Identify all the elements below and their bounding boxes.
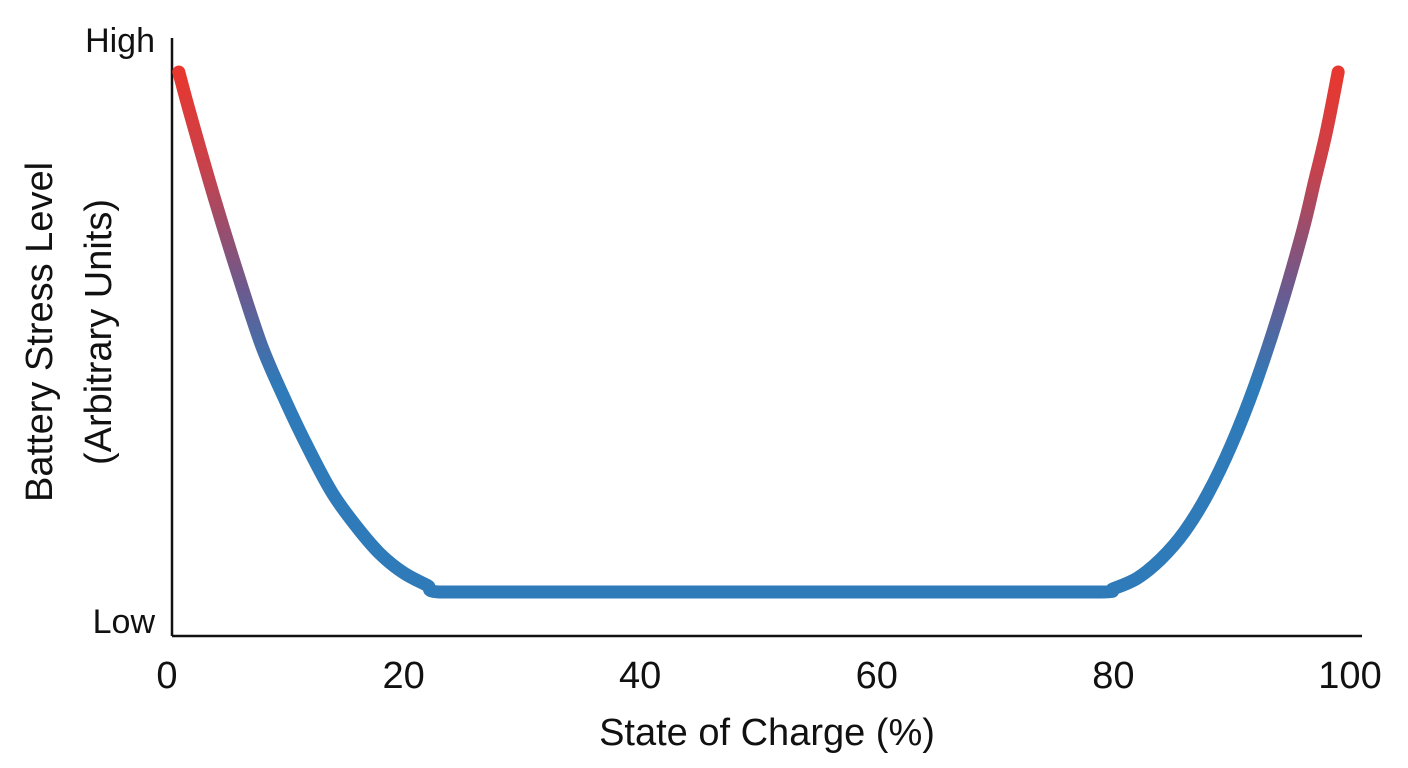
y-level-high-label: High: [85, 22, 155, 60]
stress-curve: [172, 65, 1345, 599]
y-axis-title-line1: Battery Stress Level: [19, 162, 61, 502]
x-tick-label: 80: [1092, 655, 1134, 697]
x-tick-label: 20: [382, 655, 424, 697]
x-tick-label: 60: [856, 655, 898, 697]
x-tick-label: 40: [619, 655, 661, 697]
x-axis-title: State of Charge (%): [599, 712, 935, 754]
x-tick-labels: 0 20 40 60 80 100: [156, 655, 1381, 697]
x-tick-label: 0: [156, 655, 177, 697]
x-tick-label: 100: [1318, 655, 1381, 697]
y-axis-title-line2: (Arbitrary Units): [78, 199, 120, 465]
y-level-low-label: Low: [93, 603, 156, 641]
